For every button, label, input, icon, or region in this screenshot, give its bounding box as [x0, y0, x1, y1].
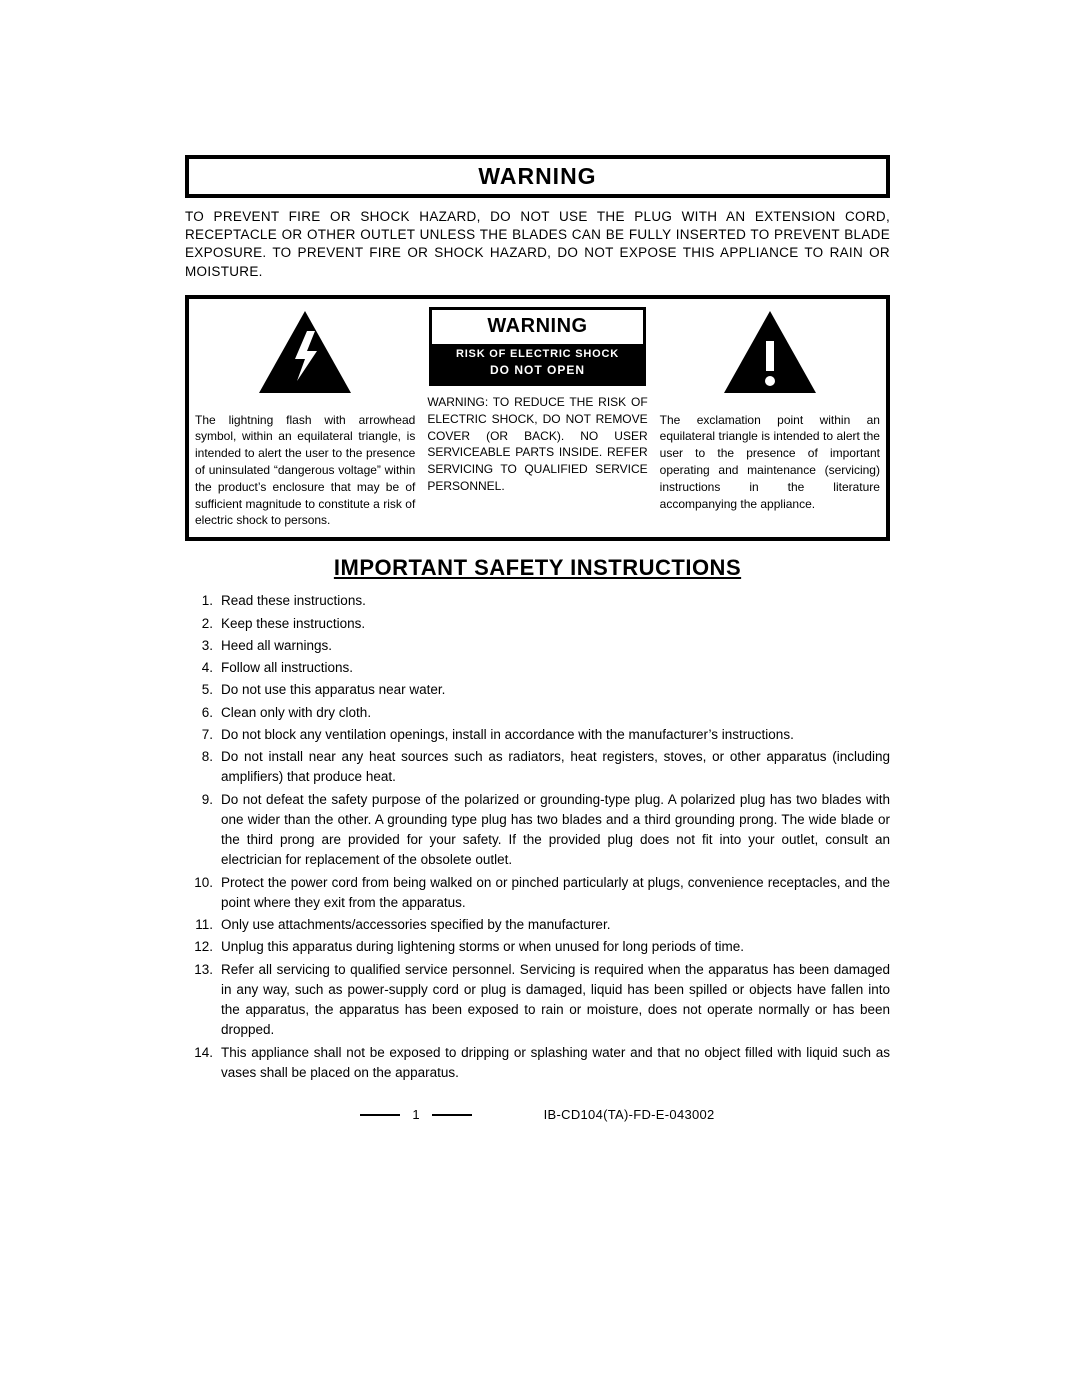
- list-item: Clean only with dry cloth.: [185, 703, 890, 723]
- risk-line: RISK OF ELECTRIC SHOCK: [434, 347, 640, 362]
- list-item: Unplug this apparatus during lightening …: [185, 937, 890, 957]
- list-item: Follow all instructions.: [185, 658, 890, 678]
- exclamation-text: The exclamation point within an equilate…: [660, 412, 880, 513]
- list-item: Protect the power cord from being walked…: [185, 873, 890, 914]
- list-item: Do not defeat the safety purpose of the …: [185, 790, 890, 871]
- document-code: IB-CD104(TA)-FD-E-043002: [544, 1107, 715, 1122]
- warning-title: WARNING: [478, 163, 596, 189]
- safety-instructions-title: IMPORTANT SAFETY INSTRUCTIONS: [185, 555, 890, 581]
- center-warning-text: WARNING: TO REDUCE THE RISK OF ELECTRIC …: [427, 394, 647, 495]
- center-warning-black: RISK OF ELECTRIC SHOCK DO NOT OPEN: [432, 344, 642, 383]
- safety-instructions-list: Read these instructions. Keep these inst…: [185, 591, 890, 1083]
- footer-dash-right: [432, 1114, 472, 1116]
- warning-paragraph: TO PREVENT FIRE OR SHOCK HAZARD, DO NOT …: [185, 208, 890, 281]
- triangle-warning-panel: The lightning flash with arrowhead symbo…: [185, 295, 890, 541]
- center-warning-box: WARNING RISK OF ELECTRIC SHOCK DO NOT OP…: [429, 307, 645, 386]
- exclamation-icon: [660, 303, 880, 412]
- list-item: Only use attachments/accessories specifi…: [185, 915, 890, 935]
- exclamation-column: The exclamation point within an equilate…: [654, 299, 886, 537]
- list-item: Keep these instructions.: [185, 614, 890, 634]
- lightning-icon: [195, 303, 415, 412]
- list-item: Refer all servicing to qualified service…: [185, 960, 890, 1041]
- list-item: Heed all warnings.: [185, 636, 890, 656]
- center-warning-title: WARNING: [432, 310, 642, 344]
- warning-title-box: WARNING: [185, 155, 890, 198]
- list-item: Do not use this apparatus near water.: [185, 680, 890, 700]
- lightning-text: The lightning flash with arrowhead symbo…: [195, 412, 415, 530]
- page-number: 1: [412, 1107, 419, 1122]
- page-footer: 1 IB-CD104(TA)-FD-E-043002: [185, 1107, 890, 1122]
- list-item: This appliance shall not be exposed to d…: [185, 1043, 890, 1084]
- footer-dash-left: [360, 1114, 400, 1116]
- do-not-open-line: DO NOT OPEN: [434, 362, 640, 379]
- lightning-column: The lightning flash with arrowhead symbo…: [189, 299, 421, 537]
- list-item: Do not install near any heat sources suc…: [185, 747, 890, 788]
- page-content: WARNING TO PREVENT FIRE OR SHOCK HAZARD,…: [185, 155, 890, 1122]
- list-item: Do not block any ventilation openings, i…: [185, 725, 890, 745]
- list-item: Read these instructions.: [185, 591, 890, 611]
- center-warning-column: WARNING RISK OF ELECTRIC SHOCK DO NOT OP…: [421, 299, 653, 537]
